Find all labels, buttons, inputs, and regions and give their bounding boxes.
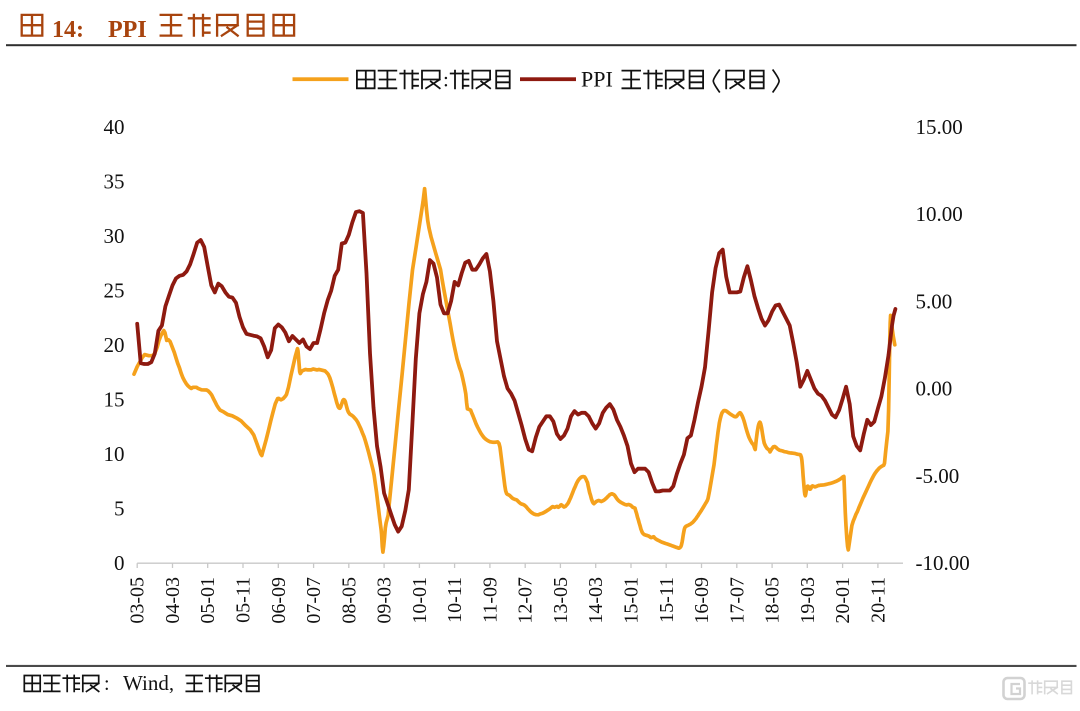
- svg-text::: :: [443, 68, 449, 92]
- svg-text:-10.00: -10.00: [916, 551, 970, 575]
- svg-text:5: 5: [114, 497, 125, 521]
- svg-text:05-11: 05-11: [233, 577, 255, 623]
- svg-text:03-05: 03-05: [127, 577, 149, 624]
- svg-text:20-01: 20-01: [832, 577, 854, 624]
- svg-text:35: 35: [104, 169, 125, 193]
- svg-text:12-07: 12-07: [515, 577, 537, 624]
- svg-text:09-03: 09-03: [374, 577, 396, 624]
- svg-text:15-01: 15-01: [621, 577, 643, 624]
- svg-text:18-05: 18-05: [762, 577, 784, 624]
- svg-text:14-03: 14-03: [585, 577, 607, 624]
- svg-text:10: 10: [104, 442, 125, 466]
- svg-text:10-11: 10-11: [444, 577, 466, 623]
- svg-text:15: 15: [104, 387, 125, 411]
- svg-text:16-09: 16-09: [691, 577, 713, 624]
- svg-text::: :: [104, 673, 110, 695]
- svg-text:10.00: 10.00: [916, 202, 963, 226]
- svg-text:11-09: 11-09: [479, 577, 501, 623]
- svg-text:0: 0: [114, 551, 125, 575]
- svg-text:25: 25: [104, 278, 125, 302]
- svg-text:20: 20: [104, 333, 125, 357]
- svg-text:40: 40: [104, 115, 125, 139]
- svg-text:20-11: 20-11: [867, 577, 889, 623]
- svg-text:-5.00: -5.00: [916, 464, 960, 488]
- svg-text:PPI: PPI: [108, 17, 147, 43]
- svg-text:06-09: 06-09: [268, 577, 290, 624]
- svg-text:19-03: 19-03: [797, 577, 819, 624]
- svg-text:Wind: Wind: [123, 671, 169, 695]
- svg-text:15-11: 15-11: [656, 577, 678, 623]
- svg-text:,: ,: [169, 673, 174, 695]
- svg-text:05-01: 05-01: [197, 577, 219, 624]
- svg-text:17-07: 17-07: [726, 577, 748, 624]
- svg-text:08-05: 08-05: [338, 577, 360, 624]
- svg-text:13-05: 13-05: [550, 577, 572, 624]
- svg-text:30: 30: [104, 224, 125, 248]
- svg-text:10-01: 10-01: [409, 577, 431, 624]
- svg-text:5.00: 5.00: [916, 289, 953, 313]
- svg-text:04-03: 04-03: [162, 577, 184, 624]
- svg-text:14:: 14:: [52, 17, 84, 43]
- svg-text:0.00: 0.00: [916, 377, 953, 401]
- svg-text:15.00: 15.00: [916, 115, 963, 139]
- svg-text:07-07: 07-07: [303, 577, 325, 624]
- svg-text:PPI: PPI: [581, 67, 613, 92]
